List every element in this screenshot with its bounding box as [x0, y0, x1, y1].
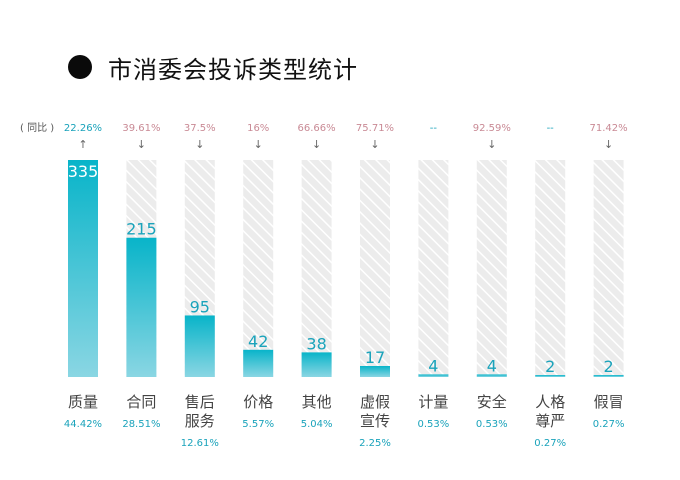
bar-track — [360, 160, 390, 377]
bar — [301, 352, 332, 377]
bar-track — [535, 160, 566, 377]
comparison-label: ( 同比 ) — [20, 122, 54, 134]
share-percent-label: 0.53% — [476, 419, 508, 430]
category-label: 计量 — [418, 393, 448, 411]
bar — [476, 374, 507, 377]
arrow-down-icon: ↓ — [312, 138, 321, 151]
bar-value-label: 215 — [126, 220, 157, 239]
yoy-percent-label: -- — [547, 123, 555, 134]
category-label: 其他 — [302, 393, 332, 411]
category-label: 质量 — [68, 393, 98, 411]
share-percent-label: 5.04% — [301, 419, 333, 430]
arrow-up-icon: ↑ — [78, 138, 87, 151]
bar-value-label: 2 — [545, 357, 555, 376]
bar-value-label: 335 — [68, 162, 99, 181]
share-percent-label: 28.51% — [122, 419, 160, 430]
category-label: 服务 — [185, 412, 215, 430]
arrow-down-icon: ↓ — [487, 138, 496, 151]
bar-value-label: 2 — [604, 357, 614, 376]
bar — [68, 160, 98, 377]
bar-value-label: 42 — [248, 332, 268, 351]
bar-track — [301, 160, 332, 377]
share-percent-label: 44.42% — [64, 419, 102, 430]
category-label: 虚假 — [360, 393, 390, 411]
yoy-percent-label: 92.59% — [473, 123, 511, 134]
category-label: 宣传 — [360, 412, 390, 430]
arrow-down-icon: ↓ — [195, 138, 204, 151]
yoy-percent-label: 66.66% — [298, 123, 336, 134]
bar — [535, 375, 566, 377]
yoy-percent-label: -- — [430, 123, 438, 134]
category-label: 合同 — [126, 393, 156, 411]
chart-title: 市消委会投诉类型统计 — [108, 56, 358, 84]
bar-track — [418, 160, 449, 377]
share-percent-label: 0.53% — [418, 419, 450, 430]
bar — [184, 315, 215, 377]
share-percent-label: 5.57% — [242, 419, 274, 430]
share-percent-label: 0.27% — [534, 438, 566, 449]
yoy-percent-label: 16% — [247, 123, 269, 134]
title-bullet-icon — [68, 55, 92, 79]
category-label: 尊严 — [535, 412, 565, 430]
yoy-percent-label: 71.42% — [590, 123, 628, 134]
arrow-down-icon: ↓ — [604, 138, 613, 151]
yoy-percent-label: 75.71% — [356, 123, 394, 134]
arrow-down-icon: ↓ — [254, 138, 263, 151]
bar — [126, 237, 157, 377]
bar-track — [593, 160, 624, 377]
bar-value-label: 4 — [428, 356, 438, 375]
arrow-down-icon: ↓ — [137, 138, 146, 151]
share-percent-label: 12.61% — [181, 438, 219, 449]
category-label: 价格 — [243, 393, 273, 411]
yoy-percent-label: 22.26% — [64, 123, 102, 134]
share-percent-label: 0.27% — [593, 419, 625, 430]
bar-value-label: 17 — [365, 348, 385, 367]
bar — [418, 374, 449, 377]
yoy-percent-label: 39.61% — [122, 123, 160, 134]
bar-track — [476, 160, 507, 377]
bar — [360, 365, 390, 377]
arrow-down-icon: ↓ — [370, 138, 379, 151]
category-label: 售后 — [185, 393, 215, 411]
bar-value-label: 4 — [487, 356, 497, 375]
bar-track — [243, 160, 274, 377]
bar-value-label: 95 — [190, 297, 210, 316]
bar — [593, 375, 624, 377]
bar — [243, 349, 274, 377]
yoy-percent-label: 37.5% — [184, 123, 216, 134]
bar-value-label: 38 — [306, 334, 326, 353]
category-label: 安全 — [477, 393, 507, 411]
share-percent-label: 2.25% — [359, 438, 391, 449]
category-label: 人格 — [535, 393, 565, 411]
category-label: 假冒 — [594, 393, 624, 411]
